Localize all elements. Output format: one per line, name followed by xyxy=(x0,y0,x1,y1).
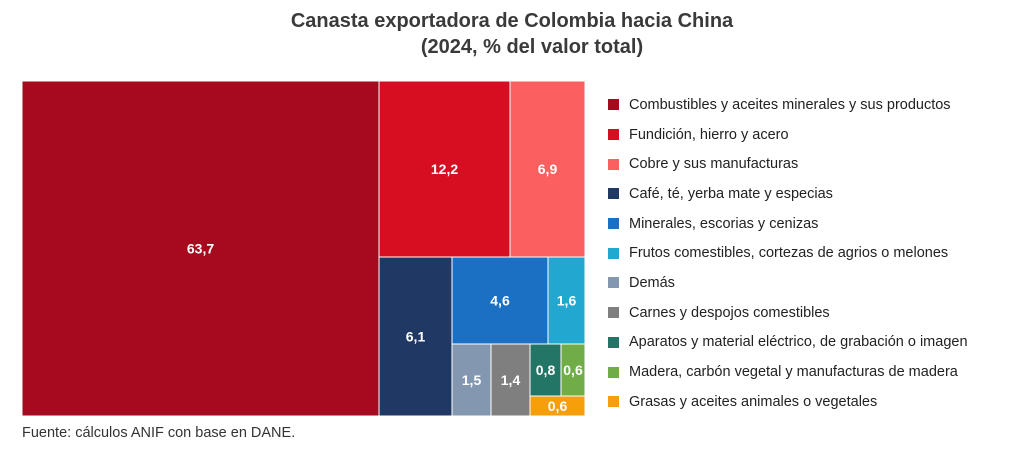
legend-swatch xyxy=(608,277,619,289)
treemap-rect xyxy=(529,395,586,417)
treemap-value-label: 6,9 xyxy=(538,161,558,177)
legend-label: Combustibles y aceites minerales y sus p… xyxy=(629,96,951,113)
legend-swatch xyxy=(608,158,619,170)
treemap-value-label: 6,1 xyxy=(406,329,426,345)
legend-swatch xyxy=(608,336,619,348)
treemap-value-label: 1,6 xyxy=(557,293,577,309)
legend-item: Frutos comestibles, cortezas de agrios o… xyxy=(608,238,1018,268)
treemap-cell: 0,6 xyxy=(529,395,586,417)
legend-swatch xyxy=(608,396,619,408)
legend-label: Minerales, escorias y cenizas xyxy=(629,215,819,232)
treemap-value-label: 63,7 xyxy=(187,241,214,257)
treemap-value-label: 0,6 xyxy=(563,362,583,378)
legend-label: Demás xyxy=(629,274,675,291)
treemap-cell: 0,8 xyxy=(529,343,562,397)
treemap-rect xyxy=(451,256,549,345)
legend-item: Fundición, hierro y acero xyxy=(608,120,1018,150)
legend-item: Minerales, escorias y cenizas xyxy=(608,209,1018,239)
legend-label: Frutos comestibles, cortezas de agrios o… xyxy=(629,245,949,262)
treemap-value-label: 4,6 xyxy=(490,293,510,309)
treemap-rect xyxy=(378,256,453,417)
legend-item: Demás xyxy=(608,268,1018,298)
legend-swatch xyxy=(608,307,619,319)
chart-title: Canasta exportadora de Colombia hacia Ch… xyxy=(290,10,734,32)
legend-item: Carnes y despojos comestibles xyxy=(608,298,1018,328)
source-note: Fuente: cálculos ANIF con base en DANE. xyxy=(22,425,296,441)
treemap-cell: 4,6 xyxy=(451,256,549,345)
treemap-rect xyxy=(21,80,380,417)
treemap-cell: 63,7 xyxy=(21,80,380,417)
legend-swatch xyxy=(608,129,619,141)
treemap-value-label: 0,6 xyxy=(548,398,568,414)
treemap-chart: 63,7 12,2 6,9 6,1 4,6 1,6 1,5 1,4 0,8 0,6 0,6 xyxy=(21,80,586,417)
legend-swatch xyxy=(608,247,619,259)
legend-item: Café, té, yerba mate y especias xyxy=(608,179,1018,209)
chart-subtitle: (2024, % del valor total) xyxy=(420,36,644,58)
chart-title-block: Canasta exportadora de Colombia hacia Ch… xyxy=(0,8,1024,60)
treemap-cell: 6,9 xyxy=(509,80,586,258)
legend-item: Madera, carbón vegetal y manufacturas de… xyxy=(608,357,1018,387)
treemap-value-label: 1,4 xyxy=(501,372,521,388)
legend-label: Carnes y despojos comestibles xyxy=(629,304,830,321)
treemap-rect xyxy=(451,343,492,417)
legend-item: Aparatos y material eléctrico, de grabac… xyxy=(608,328,1018,358)
treemap-value-label: 1,5 xyxy=(462,372,482,388)
legend-swatch xyxy=(608,99,619,111)
legend-item: Cobre y sus manufacturas xyxy=(608,149,1018,179)
legend-label: Grasas y aceites animales o vegetales xyxy=(629,393,878,410)
treemap-cell: 1,4 xyxy=(490,343,531,417)
legend-label: Fundición, hierro y acero xyxy=(629,126,789,143)
treemap-rect xyxy=(547,256,586,345)
treemap-value-label: 0,8 xyxy=(536,362,556,378)
treemap-rect xyxy=(509,80,586,258)
legend-swatch xyxy=(608,218,619,230)
treemap-rect xyxy=(490,343,531,417)
treemap-cell: 1,6 xyxy=(547,256,586,345)
legend-label: Madera, carbón vegetal y manufacturas de… xyxy=(629,364,958,381)
legend-item: Grasas y aceites animales o vegetales xyxy=(608,387,1018,417)
treemap-rect xyxy=(529,343,562,397)
legend-label: Café, té, yerba mate y especias xyxy=(629,185,833,202)
treemap-value-label: 12,2 xyxy=(431,161,458,177)
legend: Combustibles y aceites minerales y sus p… xyxy=(608,90,1018,417)
legend-swatch xyxy=(608,366,619,378)
legend-label: Aparatos y material eléctrico, de grabac… xyxy=(629,334,968,351)
treemap-cell: 1,5 xyxy=(451,343,492,417)
legend-label: Cobre y sus manufacturas xyxy=(629,156,799,173)
treemap-cell: 12,2 xyxy=(378,80,511,258)
legend-swatch xyxy=(608,188,619,200)
legend-item: Combustibles y aceites minerales y sus p… xyxy=(608,90,1018,120)
treemap-cell: 6,1 xyxy=(378,256,453,417)
treemap-cell: 0,6 xyxy=(560,343,586,397)
